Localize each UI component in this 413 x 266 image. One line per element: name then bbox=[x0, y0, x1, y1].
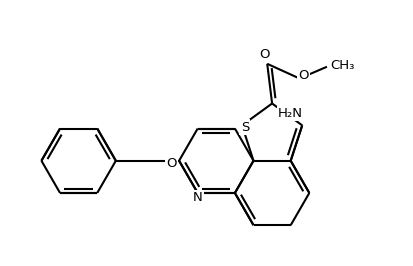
Text: O: O bbox=[259, 48, 269, 61]
Text: O: O bbox=[166, 157, 176, 170]
Text: N: N bbox=[192, 191, 202, 204]
Text: H₂N: H₂N bbox=[277, 107, 302, 120]
Text: O: O bbox=[297, 69, 308, 82]
Text: CH₃: CH₃ bbox=[329, 59, 354, 72]
Text: S: S bbox=[240, 121, 249, 134]
